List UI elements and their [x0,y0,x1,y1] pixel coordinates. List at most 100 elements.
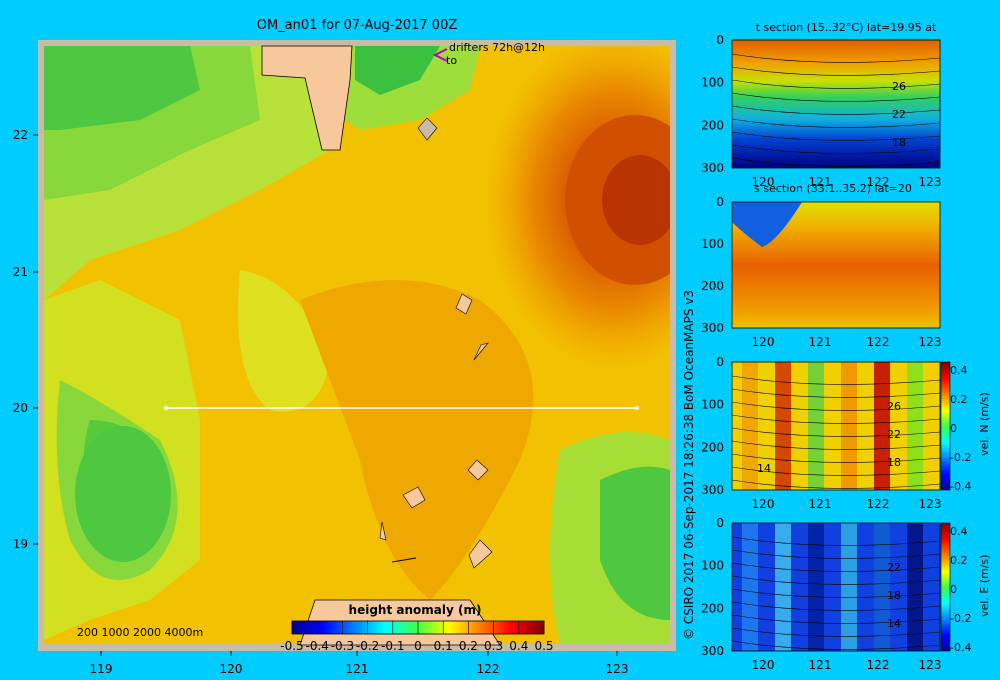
taiwan-landmass [261,45,353,151]
contour-line [731,53,941,63]
contour-line [731,549,941,559]
contour-line [731,144,941,154]
panel-colorbar-tick: 0.4 [950,364,968,377]
contour-line [731,388,941,398]
map-title: OM_an01 for 07-Aug-2017 00Z [257,18,458,33]
contour-line [731,614,941,624]
contour-line [731,627,941,637]
panel-y-tick: 200 [701,601,724,615]
panel-x-tick: 121 [809,658,832,672]
x-tick-label: 123 [606,662,629,676]
drifter-marker-icon [432,48,448,62]
panel-x-tick: 122 [867,497,890,511]
island [455,293,473,315]
colorbar-tick-label: -0.5 [280,639,303,653]
panel-colorbar-tick: 0.2 [950,554,968,567]
island [467,459,489,481]
panel-y-tick: 300 [701,161,724,175]
x-tick-label: 121 [346,662,369,676]
panel-stripe [808,362,824,490]
panel-x-tick: 121 [809,175,832,189]
panel-y-tick: 300 [701,321,724,335]
panel-x-tick: 123 [919,658,942,672]
drifters-to-label: to [446,54,457,67]
contour-line [731,157,941,167]
panel-colorbar-label: vel. N (m/s) [978,392,991,456]
contour-label: 26 [887,400,901,413]
panel-stripe [775,523,791,651]
panel-stripe [742,523,758,651]
section-panels: t section (15..32°C) lat=19.95 at 26 22 18 0… [701,21,991,672]
island [379,521,387,541]
x-tick-label: 122 [477,662,500,676]
colorbar-tick-label: 0.1 [434,639,453,653]
contour-line [731,453,941,463]
y-tick-label: 20 [13,401,28,415]
colorbar-tick-label: 0 [414,639,422,653]
panel-colorbar [940,361,951,491]
contour-line [731,118,941,128]
credit-text: © CSIRO 2017 06-Sep-2017 18:26:38 BoM Oc… [682,290,696,640]
section-panel: s section (33.1..35.2) lat=20 0 100 200 300 1… [701,182,941,349]
depth-legend: 200 1000 2000 4000m [77,626,203,639]
contour-line [731,588,941,598]
contour-line [731,79,941,89]
y-tick-label: 22 [13,128,28,142]
section-line-start [164,406,168,410]
panel-colorbar-tick: -0.4 [950,480,971,493]
height-anomaly-field [44,46,670,644]
y-tick-label: 21 [13,265,28,279]
panel-y-tick: 100 [701,237,724,251]
panel-stripe [775,362,791,490]
contour-line [731,640,941,650]
panel-x-tick: 120 [752,497,775,511]
colorbar-tick-label: -0.2 [356,639,379,653]
panel-colorbar-tick: -0.2 [950,612,971,625]
contour-line [731,575,941,585]
island [391,557,417,563]
panel-y-tick: 0 [716,33,724,47]
contour-line [731,601,941,611]
panel-colorbar-tick: 0.2 [950,393,968,406]
panel-x-tick: 120 [752,175,775,189]
colorbar-ticks: -0.5 -0.4 -0.3 -0.2 -0.1 0 0.1 0.2 0.3 0.4 0.5 [280,621,554,653]
contour-label: 22 [892,108,906,121]
contour-line [731,375,941,385]
panel-y-tick: 100 [701,76,724,90]
panel-title: t section (15..32°C) lat=19.95 at [756,21,937,34]
panel-colorbar-tick: -0.4 [950,641,971,654]
panel-colorbar-label: vel. E (m/s) [978,554,991,617]
colorbar-tick-label: -0.3 [331,639,354,653]
panel-frame [731,39,941,169]
contour-line [731,466,941,476]
contour-label: 22 [887,428,901,441]
colorbar-tick-label: 0.4 [509,639,528,653]
panel-stripe [841,523,857,651]
contour-line [731,105,941,115]
contour-line [731,414,941,424]
x-tick-label: 119 [90,662,113,676]
panel-y-tick: 0 [716,355,724,369]
panel-x-tick: 122 [867,658,890,672]
contour-line [731,440,941,450]
panel-x-tick: 120 [752,335,775,349]
island [473,342,489,361]
panel-colorbar-tick: 0 [950,583,957,596]
contour-label: 22 [887,561,901,574]
contour-line [731,427,941,437]
contour-line [731,536,941,546]
panel-x-tick: 122 [867,175,890,189]
panel-x-tick: 122 [867,335,890,349]
section-panel: 26 22 18 14 0 100 200 300 120 121 122 123 0.4 0.2 0 -0.… [701,355,991,511]
panel-x-tick: 123 [919,335,942,349]
colorbar-tick-label: 0.5 [534,639,553,653]
contour-label: 14 [887,617,901,630]
contour-label: 18 [892,136,906,149]
panel-title: s section (33.1..35.2) lat=20 [754,182,912,195]
panel-stripe [907,523,923,651]
island [402,486,426,509]
section-panel: t section (15..32°C) lat=19.95 at 26 22 18 0… [701,21,941,189]
panel-feature [732,202,802,247]
panel-y-tick: 200 [701,279,724,293]
panel-field [732,362,940,490]
